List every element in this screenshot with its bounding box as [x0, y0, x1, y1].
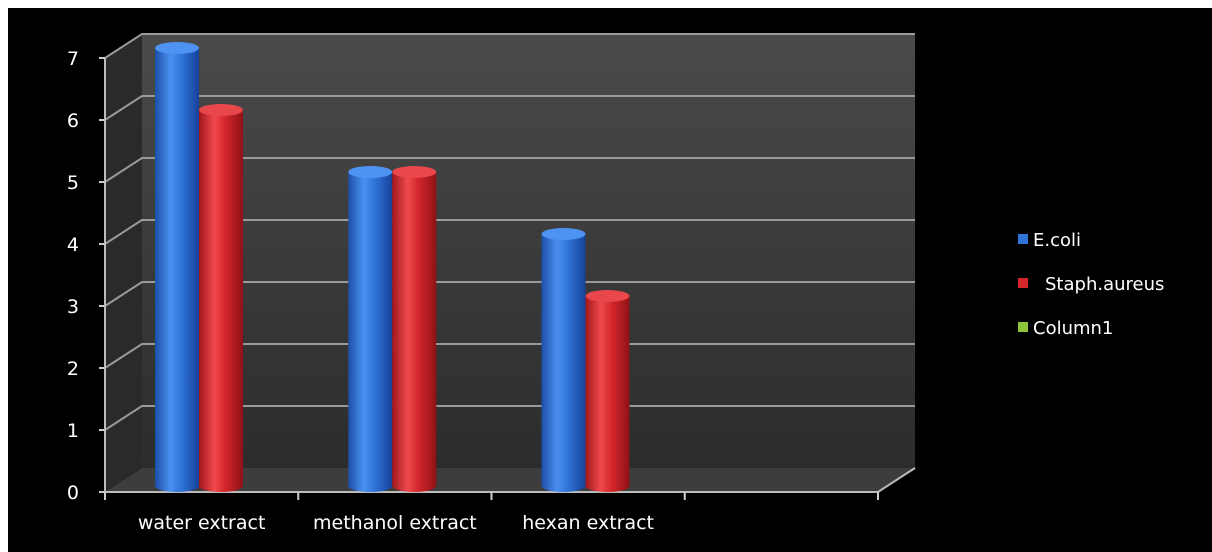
- y-tick-label: 0: [67, 482, 79, 504]
- legend-swatch: [1018, 278, 1028, 288]
- bar: [585, 290, 630, 492]
- legend-label: Staph.aureus: [1045, 274, 1164, 295]
- bar: [392, 166, 437, 492]
- left-wall: [105, 34, 142, 492]
- gridline: [104, 343, 915, 369]
- legend-label: E.coli: [1033, 230, 1081, 251]
- legend-swatch: [1018, 322, 1028, 332]
- y-tick-label: 2: [67, 358, 79, 380]
- y-tick-label: 3: [67, 296, 79, 318]
- bar: [155, 42, 199, 492]
- floor-edge: [877, 467, 916, 493]
- y-tick-label: 5: [67, 172, 79, 194]
- gridline: [104, 219, 915, 245]
- bar: [199, 104, 243, 492]
- gridline: [104, 281, 915, 307]
- back-wall: [142, 34, 915, 468]
- bar: [348, 166, 393, 492]
- x-tick-label: methanol extract: [313, 512, 477, 534]
- y-tick-label: 6: [67, 110, 79, 132]
- y-tick-label: 4: [67, 234, 79, 256]
- legend-swatch: [1018, 234, 1028, 244]
- gridline: [104, 95, 915, 121]
- x-tick-label: hexan extract: [522, 512, 654, 534]
- gridline: [104, 33, 915, 59]
- gridline: [104, 405, 915, 431]
- x-tick-label: water extract: [138, 512, 266, 534]
- gridline: [104, 157, 915, 183]
- bar: [541, 228, 586, 492]
- floor: [105, 468, 915, 492]
- y-tick-label: 1: [67, 420, 79, 442]
- legend-label: Column1: [1033, 318, 1113, 339]
- y-tick-label: 7: [67, 48, 79, 70]
